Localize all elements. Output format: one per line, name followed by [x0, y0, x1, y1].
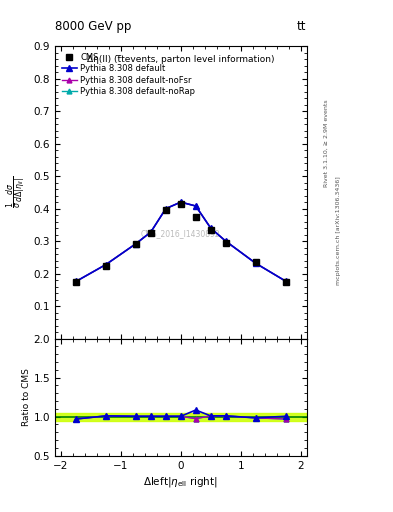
CMS	[134, 241, 138, 247]
Pythia 8.308 default-noRap	[73, 279, 78, 285]
Line: Pythia 8.308 default-noFsr: Pythia 8.308 default-noFsr	[73, 200, 288, 284]
Text: Rivet 3.1.10, ≥ 2.9M events: Rivet 3.1.10, ≥ 2.9M events	[324, 99, 329, 187]
Pythia 8.308 default-noRap	[193, 203, 198, 209]
Pythia 8.308 default	[149, 229, 153, 235]
Pythia 8.308 default-noFsr	[149, 229, 153, 235]
Pythia 8.308 default-noRap	[223, 238, 228, 244]
Pythia 8.308 default-noRap	[149, 229, 153, 235]
Pythia 8.308 default-noRap	[134, 241, 138, 247]
Text: 8000 GeV pp: 8000 GeV pp	[55, 20, 131, 33]
Pythia 8.308 default-noFsr	[104, 262, 108, 268]
Legend: CMS, Pythia 8.308 default, Pythia 8.308 default-noFsr, Pythia 8.308 default-noRa: CMS, Pythia 8.308 default, Pythia 8.308 …	[59, 50, 198, 99]
Pythia 8.308 default	[73, 279, 78, 285]
Pythia 8.308 default-noFsr	[163, 205, 168, 211]
Line: CMS: CMS	[73, 201, 289, 285]
Pythia 8.308 default-noRap	[253, 260, 258, 266]
CMS	[223, 240, 228, 246]
CMS	[149, 230, 153, 236]
Text: mcplots.cern.ch [arXiv:1306.3436]: mcplots.cern.ch [arXiv:1306.3436]	[336, 176, 341, 285]
Pythia 8.308 default-noFsr	[178, 199, 183, 205]
Pythia 8.308 default-noFsr	[253, 260, 258, 266]
CMS	[178, 201, 183, 207]
Y-axis label: Ratio to CMS: Ratio to CMS	[22, 368, 31, 426]
Pythia 8.308 default	[178, 199, 183, 205]
CMS	[208, 227, 213, 233]
Pythia 8.308 default	[283, 278, 288, 284]
CMS	[193, 214, 198, 220]
Y-axis label: $\frac{1}{\sigma}\frac{d\sigma}{d\Delta|\eta_{ll}|}$: $\frac{1}{\sigma}\frac{d\sigma}{d\Delta|…	[5, 176, 28, 208]
Pythia 8.308 default-noRap	[104, 262, 108, 268]
CMS	[163, 207, 168, 214]
Pythia 8.308 default	[253, 260, 258, 266]
CMS	[253, 259, 258, 265]
Text: tt: tt	[297, 20, 307, 33]
Pythia 8.308 default-noFsr	[193, 203, 198, 209]
Pythia 8.308 default-noFsr	[283, 278, 288, 284]
CMS	[104, 263, 108, 269]
Pythia 8.308 default-noFsr	[134, 241, 138, 247]
Pythia 8.308 default-noFsr	[208, 225, 213, 231]
Line: Pythia 8.308 default: Pythia 8.308 default	[73, 199, 288, 284]
Pythia 8.308 default-noRap	[283, 278, 288, 284]
Pythia 8.308 default-noFsr	[73, 279, 78, 285]
X-axis label: $\Delta$left$|\eta_{\rm ell}$ right$|$: $\Delta$left$|\eta_{\rm ell}$ right$|$	[143, 475, 218, 489]
Pythia 8.308 default-noFsr	[223, 238, 228, 244]
Pythia 8.308 default	[163, 205, 168, 211]
CMS	[73, 279, 78, 285]
Line: Pythia 8.308 default-noRap: Pythia 8.308 default-noRap	[73, 200, 288, 284]
Pythia 8.308 default-noRap	[208, 225, 213, 231]
Pythia 8.308 default	[223, 238, 228, 244]
CMS	[283, 279, 288, 285]
Pythia 8.308 default	[104, 262, 108, 268]
Pythia 8.308 default-noRap	[163, 205, 168, 211]
Pythia 8.308 default	[134, 241, 138, 247]
Text: Δη(ll) (t̅tevents, parton level information): Δη(ll) (t̅tevents, parton level informat…	[87, 55, 275, 64]
Bar	[55, 413, 307, 420]
Pythia 8.308 default	[193, 203, 198, 209]
Pythia 8.308 default-noRap	[178, 199, 183, 205]
Pythia 8.308 default	[208, 225, 213, 231]
Text: CMS_2016_I1430892: CMS_2016_I1430892	[141, 229, 220, 238]
